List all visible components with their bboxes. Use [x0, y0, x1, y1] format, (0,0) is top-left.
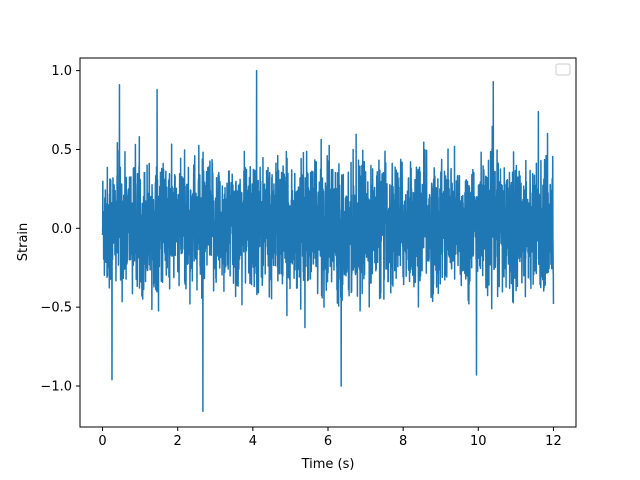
plot-area [101, 69, 555, 412]
strain-series-line [101, 69, 555, 412]
y-axis-label: Strain [16, 223, 31, 262]
x-tick-label: 12 [545, 434, 562, 449]
x-tick-label: 2 [174, 434, 182, 449]
x-tick-label: 0 [98, 434, 106, 449]
x-tick-label: 4 [249, 434, 257, 449]
legend-box [555, 63, 571, 76]
x-axis-label: Time (s) [301, 457, 355, 472]
y-tick-label: −1.0 [40, 380, 72, 395]
y-tick-label: 0.0 [51, 222, 72, 237]
y-tick-label: 0.5 [51, 143, 72, 158]
x-tick-label: 6 [324, 434, 332, 449]
y-tick-label: −0.5 [40, 301, 72, 316]
x-tick-label: 10 [470, 434, 487, 449]
y-tick-label: 1.0 [51, 64, 72, 79]
y-axis-ticks: −1.0 −0.5 0.0 0.5 1.0 [40, 64, 80, 395]
x-axis-ticks: 0 2 4 6 8 10 12 [98, 427, 562, 449]
x-tick-label: 8 [399, 434, 407, 449]
